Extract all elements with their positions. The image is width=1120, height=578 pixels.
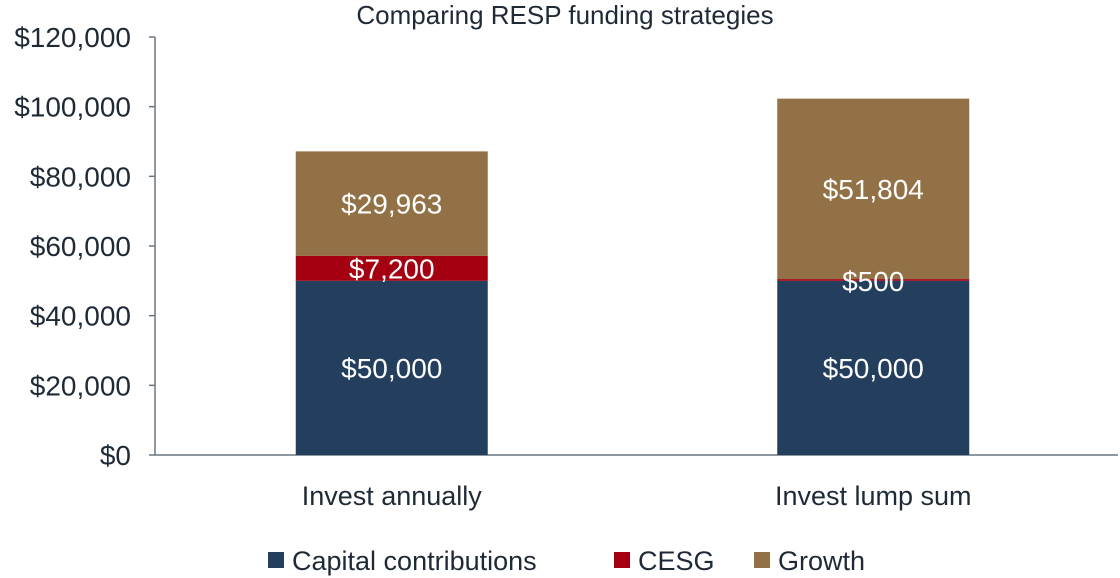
bar-segment-growth: [777, 98, 970, 280]
bar-segment-cesg: [295, 255, 488, 281]
y-tick-label: $40,000: [30, 301, 131, 332]
legend-swatch: [268, 552, 284, 568]
chart-title: Comparing RESP funding strategies: [356, 0, 773, 30]
bar-segment-capital-contributions: [295, 280, 488, 455]
data-label: $50,000: [823, 353, 924, 384]
x-category-label: Invest lump sum: [775, 481, 972, 511]
legend-swatch: [754, 552, 770, 568]
data-labels-group: $50,000 $7,200 $29,963 $50,000 $500 $51,804: [341, 174, 924, 384]
legend-label: CESG: [638, 546, 715, 576]
bar-segment-growth: [295, 151, 488, 256]
data-label: $7,200: [349, 253, 435, 284]
y-axis-ticks: $0 $20,000 $40,000 $60,000 $80,000 $100,000 $1…: [14, 22, 155, 471]
bar-segment-cesg: [777, 279, 970, 281]
legend-label: Capital contributions: [292, 546, 537, 576]
legend-swatch: [614, 552, 630, 568]
data-label: $50,000: [341, 353, 442, 384]
y-tick-label: $0: [100, 440, 131, 471]
data-label: $500: [842, 266, 904, 297]
y-tick-label: $100,000: [14, 92, 131, 123]
y-tick-label: $20,000: [30, 370, 131, 401]
bars-group: [295, 98, 970, 455]
data-label: $29,963: [341, 189, 442, 220]
y-tick-label: $80,000: [30, 161, 131, 192]
x-axis-labels: Invest annually Invest lump sum: [302, 481, 972, 511]
legend: Capital contributions CESG Growth: [268, 546, 865, 576]
y-tick-label: $120,000: [14, 22, 131, 53]
y-tick-label: $60,000: [30, 231, 131, 262]
bar-segment-capital-contributions: [777, 280, 970, 455]
x-category-label: Invest annually: [302, 481, 483, 511]
data-label: $51,804: [823, 174, 924, 205]
legend-label: Growth: [778, 546, 865, 576]
